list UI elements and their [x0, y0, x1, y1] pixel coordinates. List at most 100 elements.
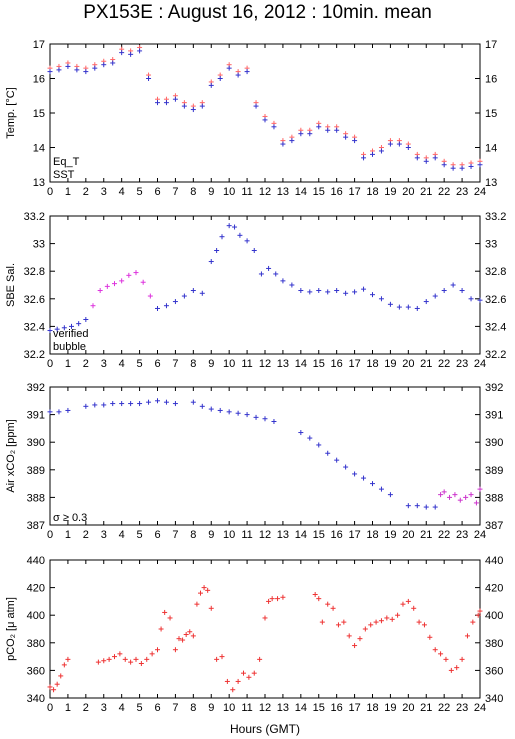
y-axis-label: Air xCO₂ [ppm] [5, 419, 17, 492]
x-tick-label: 10 [223, 186, 235, 198]
x-tick-label: 11 [241, 186, 252, 198]
y-tick-label-right: 360 [485, 665, 503, 677]
y-tick-label-right: 14 [485, 143, 497, 155]
x-tick-label: 7 [172, 702, 178, 714]
y-tick-label-right: 17 [485, 39, 497, 51]
x-axis-label: Hours (GMT) [230, 722, 300, 736]
x-tick-label: 17 [348, 529, 360, 541]
x-tick-label: 3 [101, 358, 107, 370]
x-tick-label: 4 [119, 358, 125, 370]
legend-entry: σ ≥ 0.3 [53, 512, 87, 524]
x-tick-label: 16 [331, 358, 343, 370]
x-tick-label: 12 [259, 702, 271, 714]
x-tick-label: 19 [384, 529, 396, 541]
x-tick-label: 24 [474, 529, 486, 541]
y-tick-label-right: 389 [485, 465, 503, 477]
x-tick-label: 7 [172, 186, 178, 198]
y-tick-label-right: 440 [485, 555, 503, 567]
y-tick-label-right: 388 [485, 492, 503, 504]
x-tick-label: 14 [295, 186, 307, 198]
x-tick-label: 5 [137, 186, 143, 198]
x-tick-label: 12 [259, 529, 271, 541]
x-tick-label: 20 [402, 358, 414, 370]
x-tick-label: 24 [474, 358, 486, 370]
y-tick-label-right: 387 [485, 520, 503, 532]
x-tick-label: 20 [402, 529, 414, 541]
x-tick-label: 6 [154, 186, 160, 198]
x-tick-label: 8 [190, 702, 196, 714]
x-tick-label: 22 [438, 358, 450, 370]
x-tick-label: 2 [83, 186, 89, 198]
y-tick-label: 391 [27, 410, 45, 422]
y-tick-label: 13 [33, 177, 45, 189]
x-tick-label: 14 [295, 529, 307, 541]
x-tick-label: 6 [154, 529, 160, 541]
x-tick-label: 0 [47, 702, 53, 714]
x-tick-label: 22 [438, 186, 450, 198]
x-tick-label: 14 [295, 702, 307, 714]
x-tick-label: 11 [241, 702, 252, 714]
legend-entry: bubble [53, 341, 86, 353]
y-tick-label-right: 32.4 [485, 321, 506, 333]
x-tick-label: 6 [154, 702, 160, 714]
chart-title: PX153E : August 16, 2012 : 10min. mean [83, 2, 432, 23]
y-tick-label: 14 [33, 143, 45, 155]
x-tick-label: 8 [190, 358, 196, 370]
x-tick-label: 16 [331, 186, 343, 198]
x-tick-label: 24 [474, 186, 486, 198]
x-tick-label: 18 [366, 529, 378, 541]
x-tick-label: 0 [47, 529, 53, 541]
y-tick-label: 390 [27, 437, 45, 449]
x-tick-label: 0 [47, 186, 53, 198]
x-tick-label: 5 [137, 358, 143, 370]
y-tick-label-right: 380 [485, 638, 503, 650]
x-tick-label: 2 [83, 702, 89, 714]
y-tick-label: 388 [27, 492, 45, 504]
x-tick-label: 1 [65, 358, 71, 370]
y-tick-label-right: 13 [485, 177, 497, 189]
y-tick-label: 33.2 [24, 211, 45, 223]
x-tick-label: 10 [223, 358, 235, 370]
x-tick-label: 14 [295, 358, 307, 370]
x-tick-label: 22 [438, 529, 450, 541]
x-tick-label: 21 [420, 358, 432, 370]
y-tick-label: 32.8 [24, 266, 45, 278]
x-tick-label: 24 [474, 702, 486, 714]
y-axis-label: pCO₂ [μ atm] [5, 597, 17, 661]
x-tick-label: 15 [313, 186, 325, 198]
x-tick-label: 23 [456, 702, 468, 714]
y-tick-label: 17 [33, 39, 45, 51]
x-tick-label: 13 [277, 358, 289, 370]
x-tick-label: 18 [366, 186, 378, 198]
x-tick-label: 12 [259, 186, 271, 198]
x-tick-label: 21 [420, 702, 432, 714]
x-tick-label: 7 [172, 529, 178, 541]
x-tick-label: 0 [47, 358, 53, 370]
y-tick-label-right: 33.2 [485, 211, 506, 223]
legend-entry: Eq_T [53, 156, 80, 168]
y-tick-label-right: 15 [485, 108, 497, 120]
x-tick-label: 17 [348, 358, 360, 370]
y-tick-label: 420 [27, 583, 45, 595]
x-tick-label: 23 [456, 358, 468, 370]
y-tick-label-right: 391 [485, 410, 503, 422]
plot-frame [49, 559, 481, 699]
y-tick-label-right: 400 [485, 610, 503, 622]
x-tick-label: 12 [259, 358, 271, 370]
y-axis-label: Temp. [°C] [5, 87, 17, 138]
legend-entry: verified [53, 328, 88, 340]
x-tick-label: 22 [438, 702, 450, 714]
x-tick-label: 18 [366, 702, 378, 714]
x-tick-label: 16 [331, 702, 343, 714]
legend-entry: SST [53, 169, 75, 181]
y-tick-label-right: 32.6 [485, 294, 506, 306]
y-tick-label: 389 [27, 465, 45, 477]
y-tick-label-right: 390 [485, 437, 503, 449]
plot-frame [49, 43, 481, 183]
x-tick-label: 5 [137, 529, 143, 541]
x-tick-label: 23 [456, 529, 468, 541]
y-tick-label-right: 33 [485, 239, 497, 251]
y-tick-label: 387 [27, 520, 45, 532]
y-tick-label: 16 [33, 74, 45, 86]
